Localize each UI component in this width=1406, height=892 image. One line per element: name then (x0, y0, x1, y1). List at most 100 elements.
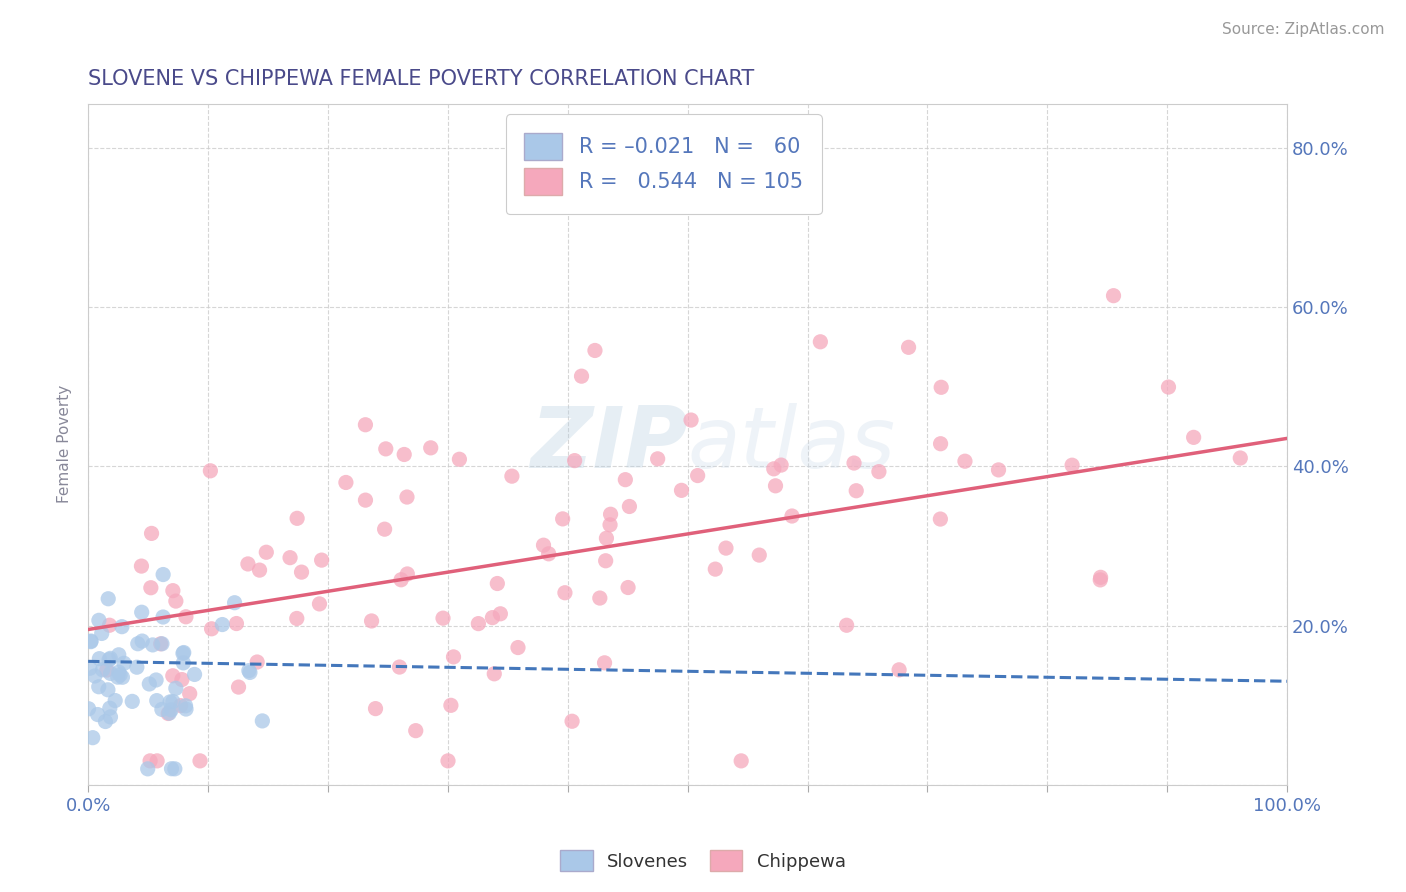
Point (614, 473, 637, 487)
Point (953, 454, 976, 468)
Point (162, 695, 184, 709)
Point (131, 634, 153, 648)
Point (80, 634, 103, 648)
Point (146, 754, 169, 768)
Legend: R = –0.021   N =   60, R =   0.544   N = 105: R = –0.021 N = 60, R = 0.544 N = 105 (506, 114, 821, 214)
Point (845, 483, 868, 498)
Point (239, 665, 262, 680)
Point (374, 442, 396, 456)
Point (211, 617, 233, 632)
Point (842, 456, 865, 470)
Point (225, 616, 247, 631)
Point (449, 452, 471, 467)
Point (887, 663, 910, 677)
Point (200, 622, 222, 636)
Point (285, 611, 308, 625)
Point (551, 512, 574, 526)
Point (1090, 573, 1112, 587)
Point (868, 465, 890, 479)
Point (595, 531, 617, 545)
Point (97, 591, 120, 606)
Point (172, 646, 194, 660)
Point (354, 417, 377, 432)
Point (419, 441, 441, 455)
Point (125, 660, 148, 674)
Point (467, 616, 489, 631)
Point (127, 637, 149, 651)
Point (405, 723, 427, 738)
Point (149, 637, 172, 651)
Point (583, 343, 606, 358)
Point (77, 702, 100, 716)
Point (571, 369, 593, 384)
Point (686, 468, 709, 483)
Point (160, 703, 183, 717)
Point (172, 656, 194, 670)
Point (432, 611, 454, 625)
Point (174, 698, 197, 713)
Point (141, 526, 163, 541)
Point (533, 538, 555, 552)
Point (188, 754, 211, 768)
Point (770, 458, 793, 472)
Point (730, 754, 752, 768)
Point (681, 413, 703, 427)
Point (139, 754, 162, 768)
Point (285, 511, 308, 525)
Point (1102, 288, 1125, 302)
Point (929, 512, 952, 526)
Point (311, 553, 333, 567)
Point (142, 638, 165, 652)
Point (224, 596, 246, 610)
Point (170, 673, 193, 687)
Point (179, 687, 201, 701)
Point (100, 666, 122, 681)
Point (808, 334, 831, 349)
Point (90, 626, 112, 640)
Point (589, 591, 612, 605)
Point (169, 698, 191, 713)
Point (714, 541, 737, 555)
Point (395, 490, 418, 504)
Point (200, 464, 222, 478)
Point (139, 581, 162, 595)
Point (107, 670, 129, 684)
Point (501, 469, 523, 483)
Point (145, 693, 167, 707)
Point (112, 657, 135, 671)
Point (1182, 430, 1205, 444)
Point (360, 614, 382, 628)
Point (252, 714, 274, 728)
Point (100, 710, 122, 724)
Point (87, 680, 110, 694)
Point (354, 493, 377, 508)
Point (599, 508, 621, 522)
Point (619, 500, 641, 514)
Point (762, 462, 785, 476)
Point (157, 706, 180, 720)
Point (561, 714, 583, 729)
Point (86, 707, 108, 722)
Point (150, 637, 173, 651)
Point (704, 562, 727, 576)
Point (1229, 450, 1251, 465)
Point (80, 634, 103, 648)
Point (506, 640, 529, 655)
Point (929, 436, 952, 450)
Point (987, 463, 1010, 477)
Point (174, 702, 197, 716)
Point (160, 762, 183, 776)
Point (138, 677, 160, 691)
Point (111, 670, 134, 684)
Point (96, 663, 118, 677)
Point (107, 648, 129, 662)
Point (647, 451, 669, 466)
Point (290, 565, 312, 579)
Point (389, 573, 412, 587)
Point (82, 731, 104, 745)
Y-axis label: Female Poverty: Female Poverty (58, 385, 72, 503)
Point (108, 668, 131, 682)
Point (94, 714, 117, 729)
Point (97, 682, 120, 697)
Point (396, 566, 419, 581)
